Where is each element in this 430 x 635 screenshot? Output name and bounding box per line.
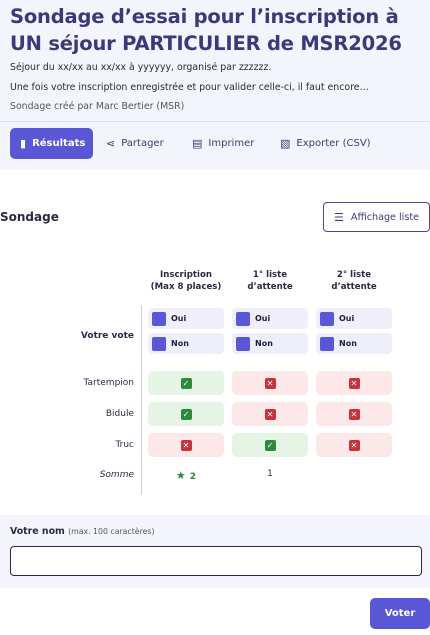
participant-name: Truc [115,440,134,450]
share-icon: ⋖ [106,137,116,150]
option-label: Oui [171,314,187,323]
total-waitlist-1: 1 [232,469,308,479]
column-header-waitlist-2: 2° liste d’attente [314,269,394,293]
name-field-label: Votre nom (max. 100 caractères) [10,526,155,537]
option-label: Oui [255,314,271,323]
vote-waitlist-2-yes[interactable]: Oui [316,308,392,329]
option-label: Non [339,339,357,348]
tab-export-csv[interactable]: ▧ Exporter (CSV) [280,128,371,159]
checkbox-icon [236,311,250,326]
option-label: Oui [339,314,355,323]
tab-share-label: Partager [121,138,164,149]
answer-cell-no: ✕ [316,371,392,395]
cross-icon: ✕ [348,377,360,389]
checkbox-icon [320,336,334,351]
tab-print-label: Imprimer [208,138,255,149]
star-icon: ★ [175,469,186,482]
column-header-line: 1° liste [252,270,288,280]
table-divider [141,305,142,495]
column-header-line: Inscription [160,270,212,280]
answer-cell-no: ✕ [148,433,224,457]
column-header-inscription: Inscription (Max 8 places) [146,269,226,293]
submit-vote-button[interactable]: Voter [370,598,430,629]
vote-waitlist-2-no[interactable]: Non [316,333,392,354]
header-divider [0,121,430,122]
cross-icon: ✕ [348,439,360,451]
option-label: Non [171,339,189,348]
answer-cell-no: ✕ [316,433,392,457]
poll-title: Sondage d’essai pour l’inscription à UN … [10,5,402,55]
tab-results-label: Résultats [32,138,86,149]
check-icon: ✓ [180,408,192,420]
answer-cell-no: ✕ [316,402,392,426]
answer-cell-no: ✕ [232,402,308,426]
check-icon: ✓ [264,439,276,451]
column-header-line: d’attente [331,282,377,292]
checkbox-icon [152,336,166,351]
name-label-text: Votre nom [10,526,65,537]
total-label: Somme [99,470,134,480]
total-value: 1 [267,469,273,479]
cross-icon: ✕ [180,439,192,451]
cross-icon: ✕ [348,408,360,420]
printer-icon: ▤ [192,137,203,150]
column-header-line: (Max 8 places) [150,282,222,292]
list-view-button[interactable]: ☰ Affichage liste [323,202,430,232]
poll-description-line-1: Séjour du xx/xx au xx/xx à yyyyyy, organ… [10,62,272,73]
csv-file-icon: ▧ [280,137,291,150]
column-header-line: d’attente [247,282,293,292]
total-inscription: ★ 2 [148,469,224,482]
bar-chart-icon: ▮ [20,137,27,150]
cross-icon: ✕ [264,377,276,389]
column-header-waitlist-1: 1° liste d’attente [230,269,310,293]
poll-creator: Sondage créé par Marc Bertier (MSR) [10,101,185,112]
name-label-hint: (max. 100 caractères) [68,527,155,536]
tab-print[interactable]: ▤ Imprimer [192,128,254,159]
answer-cell-yes: ✓ [148,371,224,395]
checkbox-icon [236,336,250,351]
vote-waitlist-1-yes[interactable]: Oui [232,308,308,329]
column-header-line: 2° liste [336,270,372,280]
tab-share[interactable]: ⋖ Partager [106,128,164,159]
answer-cell-no: ✕ [232,371,308,395]
list-icon: ☰ [334,210,344,224]
poll-header: Sondage d’essai pour l’inscription à UN … [0,0,430,170]
poll-description-line-2: Une fois votre inscription enregistrée e… [10,82,369,93]
tab-results[interactable]: ▮ Résultats [10,128,93,159]
section-title: Sondage [0,210,59,224]
checkbox-icon [152,311,166,326]
cross-icon: ✕ [264,408,276,420]
tab-export-label: Exporter (CSV) [296,138,371,149]
answer-cell-yes: ✓ [232,433,308,457]
option-label: Non [255,339,273,348]
vote-inscription-no[interactable]: Non [148,333,224,354]
vote-waitlist-1-no[interactable]: Non [232,333,308,354]
check-icon: ✓ [180,377,192,389]
vote-inscription-yes[interactable]: Oui [148,308,224,329]
participant-name: Tartempion [83,378,134,388]
name-form: Votre nom (max. 100 caractères) [0,515,430,588]
participant-name: Bidule [105,409,134,419]
your-vote-label: Votre vote [80,331,134,341]
name-input[interactable] [10,546,422,576]
total-value: 2 [189,472,197,482]
list-view-label: Affichage liste [350,211,419,223]
checkbox-icon [320,311,334,326]
answer-cell-yes: ✓ [148,402,224,426]
